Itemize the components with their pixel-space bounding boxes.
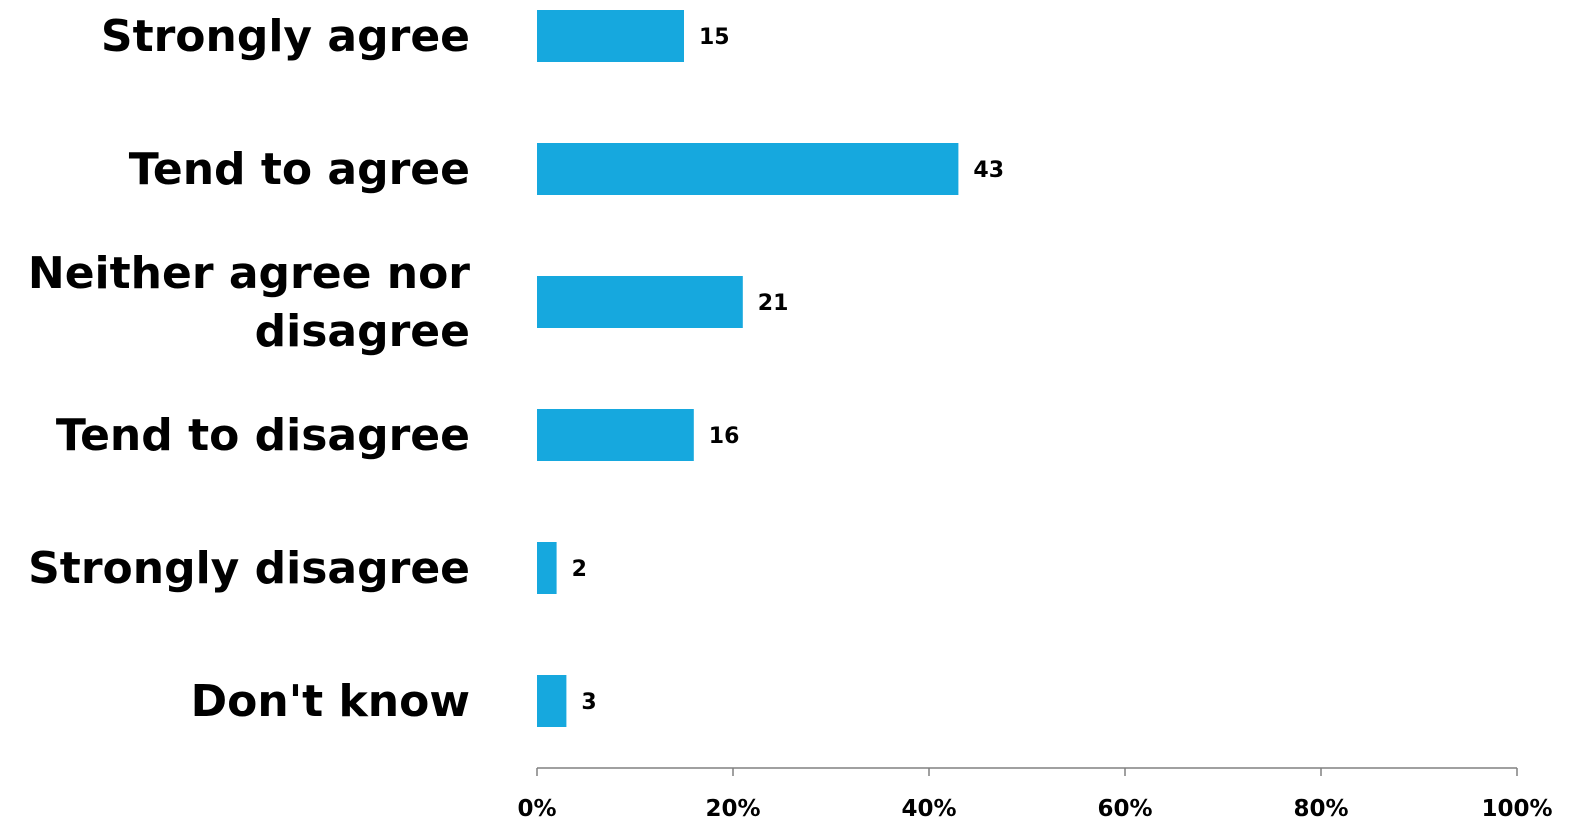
data-label: 3 (581, 690, 596, 715)
bar (537, 675, 567, 727)
data-label: 15 (699, 25, 730, 50)
category-label: Tend to disagree (56, 410, 470, 461)
data-label: 43 (973, 158, 1004, 183)
bar (537, 276, 743, 328)
category-label: Strongly agree (101, 11, 470, 62)
x-tick-label: 100% (1481, 796, 1552, 822)
bar (537, 542, 557, 594)
bar (537, 143, 959, 195)
data-label: 16 (709, 424, 740, 449)
bar (537, 409, 694, 461)
category-labels: Strongly agree Tend to agree Neither agree… (28, 11, 470, 727)
x-tick-label: 60% (1097, 796, 1152, 822)
category-label: Strongly disagree (28, 543, 470, 594)
category-label: Neither agree nor disagree (28, 248, 470, 357)
category-label: Don't know (191, 676, 470, 727)
x-axis: 0% 20% 40% 60% 80% 100% (517, 767, 1553, 822)
x-tick-label: 0% (517, 796, 556, 822)
x-tick-label: 80% (1293, 796, 1348, 822)
bar (537, 10, 684, 62)
bars: 15 43 21 16 2 3 (537, 10, 1004, 727)
x-tick-label: 40% (901, 796, 956, 822)
data-label: 21 (758, 291, 789, 316)
category-label: Tend to agree (129, 144, 470, 195)
x-tick-label: 20% (705, 796, 760, 822)
data-label: 2 (572, 557, 587, 582)
